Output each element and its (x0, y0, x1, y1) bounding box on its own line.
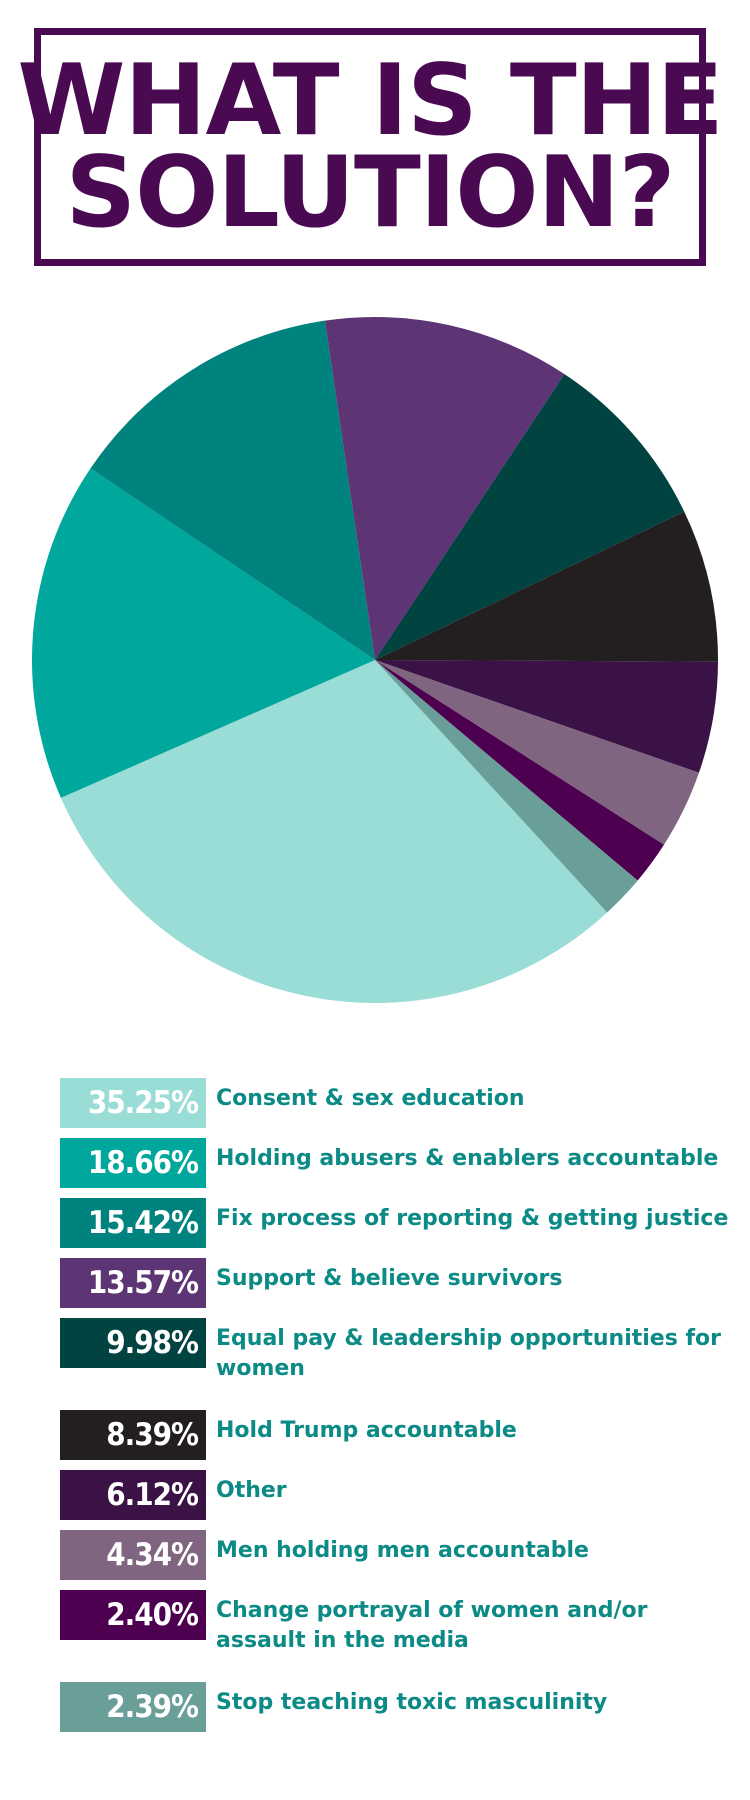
legend-label: Other (216, 1478, 287, 1503)
legend-label: Change portrayal of women and/or assault… (216, 1598, 648, 1653)
legend-swatch-value: 4.34% (60, 1530, 206, 1580)
legend-swatch-value: 9.98% (60, 1318, 206, 1368)
pie-slice-1 (32, 468, 376, 798)
legend-item: 9.98% Equal pay & leadership opportunitie… (60, 1318, 736, 1384)
legend-swatch-value: 18.66% (60, 1138, 206, 1188)
pie-chart (32, 317, 718, 1004)
legend-item: 2.39% Stop teaching toxic masculinity (60, 1682, 736, 1732)
legend-swatch-value: 8.39% (60, 1410, 206, 1460)
legend-label: Holding abusers & enablers accountable (216, 1146, 719, 1171)
pie-slice-6 (375, 660, 718, 773)
title-line-1: WHAT IS THE (17, 44, 723, 158)
legend-item: 35.25% Consent & sex education (60, 1078, 736, 1128)
pie-slice-5 (375, 511, 718, 662)
legend-label: Men holding men accountable (216, 1538, 589, 1563)
legend-item: 18.66% Holding abusers & enablers account… (60, 1138, 736, 1188)
title-line-2: SOLUTION? (65, 136, 676, 250)
legend-swatch-value: 2.40% (60, 1590, 206, 1640)
legend-label: Support & believe survivors (216, 1266, 563, 1291)
legend-label: Equal pay & leadership opportunities for… (216, 1326, 722, 1381)
pie-slice-9 (375, 660, 638, 913)
legend-swatch-value: 13.57% (60, 1258, 206, 1308)
legend-swatch-value: 2.39% (60, 1682, 206, 1732)
title-box: WHAT IS THE SOLUTION? (17, 28, 724, 266)
pie-slice-7 (375, 660, 699, 845)
pie-slice-4 (375, 374, 685, 660)
legend-label: Fix process of reporting & getting justi… (216, 1206, 729, 1231)
legend-item: 8.39% Hold Trump accountable (60, 1410, 736, 1460)
legend-label: Stop teaching toxic masculinity (216, 1690, 608, 1715)
pie-slice-2 (90, 320, 375, 660)
legend-item: 6.12% Other (60, 1470, 736, 1520)
pie-slice-3 (324, 317, 565, 660)
legend-item: 2.40% Change portrayal of women and/or as… (60, 1590, 736, 1656)
legend-label: Consent & sex education (216, 1086, 525, 1111)
legend-swatch-value: 35.25% (60, 1078, 206, 1128)
pie-slice-8 (375, 660, 664, 881)
legend-swatch-value: 15.42% (60, 1198, 206, 1248)
legend-swatch-value: 6.12% (60, 1470, 206, 1520)
legend-item: 13.57% Support & believe survivors (60, 1258, 736, 1308)
legend-item: 15.42% Fix process of reporting & getting… (60, 1198, 736, 1248)
legend-item: 4.34% Men holding men accountable (60, 1530, 736, 1580)
pie-slice-0 (60, 660, 608, 1004)
legend-label: Hold Trump accountable (216, 1418, 517, 1443)
